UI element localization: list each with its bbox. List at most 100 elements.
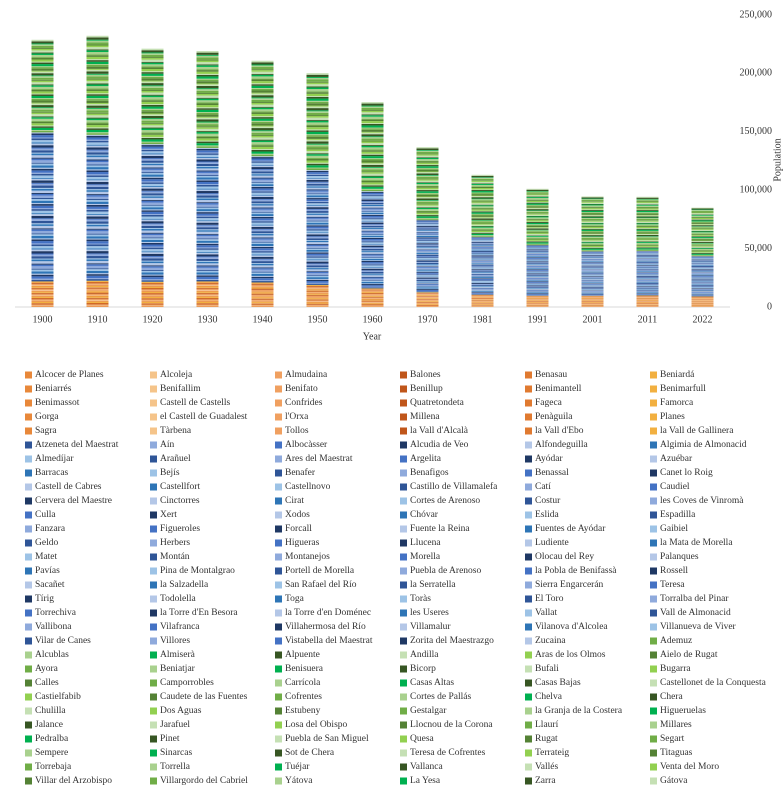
bar-segment <box>527 268 549 269</box>
bar-segment <box>87 93 109 94</box>
bar-segment <box>197 53 219 55</box>
bar-segment <box>197 217 219 219</box>
legend-swatch <box>525 428 532 435</box>
bar-segment <box>362 208 384 209</box>
legend-label: Vistabella del Maestrat <box>285 636 373 646</box>
bar-segment <box>197 176 219 178</box>
bar-segment <box>472 205 494 206</box>
bar-segment <box>197 168 219 170</box>
x-tick-label: 2011 <box>638 314 658 325</box>
bar-segment <box>32 114 54 116</box>
x-tick-label: 1940 <box>253 314 273 325</box>
legend-swatch <box>275 694 282 701</box>
bar-segment <box>582 222 604 223</box>
bar-segment <box>197 55 219 56</box>
bar-segment <box>527 263 549 264</box>
bar-segment <box>417 228 439 229</box>
bar-segment <box>307 192 329 194</box>
bar-segment <box>32 183 54 184</box>
bar-segment <box>307 203 329 205</box>
bar-segment <box>87 54 109 55</box>
bar-segment <box>252 98 274 100</box>
bar-segment <box>32 203 54 204</box>
bar-segment <box>362 246 384 248</box>
legend-swatch <box>275 386 282 393</box>
bar-segment <box>307 250 329 252</box>
bar-segment <box>32 239 54 241</box>
bar-segment <box>87 172 109 174</box>
bar-segment <box>362 257 384 258</box>
bar-segment <box>582 207 604 208</box>
bar-segment <box>197 186 219 188</box>
bar-segment <box>142 220 164 222</box>
bar-segment <box>252 163 274 165</box>
bar-segment <box>362 152 384 154</box>
bar-segment <box>197 173 219 175</box>
bar-segment <box>32 67 54 69</box>
bar-segment <box>637 234 659 235</box>
bar-segment <box>252 295 274 296</box>
bar-segment <box>142 219 164 220</box>
legend-swatch <box>25 764 32 771</box>
bar-segment <box>142 284 164 285</box>
bar-segment <box>362 159 384 160</box>
legend-label: Andilla <box>410 650 439 660</box>
legend-label: Venta del Moro <box>660 762 719 772</box>
bar-segment <box>197 79 219 80</box>
legend-swatch <box>150 652 157 659</box>
bar-segment <box>252 173 274 174</box>
bar-segment <box>472 227 494 228</box>
legend-swatch <box>25 624 32 631</box>
bar-segment <box>527 210 549 211</box>
legend-label: Castielfabib <box>35 691 81 702</box>
bar-segment <box>582 284 604 285</box>
bar-segment <box>87 71 109 73</box>
bar-segment <box>307 240 329 241</box>
bar-segment <box>582 232 604 233</box>
bar-segment <box>417 301 439 302</box>
bar-segment <box>362 262 384 264</box>
bar-segment <box>582 245 604 246</box>
bar-segment <box>87 273 109 274</box>
bar-segment <box>362 227 384 228</box>
bar-segment <box>637 271 659 272</box>
bar-segment <box>472 240 494 241</box>
bar-segment <box>307 102 329 104</box>
legend-swatch <box>150 484 157 491</box>
bar-segment <box>87 298 109 299</box>
legend-label: Vallat <box>535 608 558 618</box>
legend-label: Gorga <box>35 412 59 422</box>
bar-segment <box>197 212 219 214</box>
bar-segment <box>252 260 274 261</box>
bar-segment <box>527 228 549 229</box>
bar-segment <box>142 178 164 180</box>
bar-segment <box>472 199 494 200</box>
legend-swatch <box>275 568 282 575</box>
bar-segment <box>32 302 54 303</box>
bar-segment <box>582 306 604 307</box>
bar-segment <box>417 181 439 183</box>
bar-segment <box>197 214 219 216</box>
bar-segment <box>252 147 274 149</box>
bar-segment <box>32 295 54 296</box>
bar-segment <box>142 179 164 181</box>
bar-segment <box>87 64 109 65</box>
bar-segment <box>142 82 164 84</box>
bar-segment <box>197 202 219 203</box>
bar-segment <box>307 156 329 158</box>
bar-segment <box>197 209 219 211</box>
bar-segment <box>417 194 439 195</box>
bar-segment <box>252 76 274 78</box>
bar-segment <box>142 286 164 287</box>
bar-segment <box>197 91 219 93</box>
bar-segment <box>417 154 439 155</box>
bar-segment <box>307 217 329 218</box>
bar-segment <box>417 275 439 276</box>
bar-segment <box>197 141 219 142</box>
bar-segment <box>197 198 219 199</box>
bar-segment <box>252 122 274 124</box>
bar-segment <box>197 158 219 160</box>
bar-segment <box>637 242 659 243</box>
bar-segment <box>32 293 54 294</box>
legend-swatch <box>275 540 282 547</box>
